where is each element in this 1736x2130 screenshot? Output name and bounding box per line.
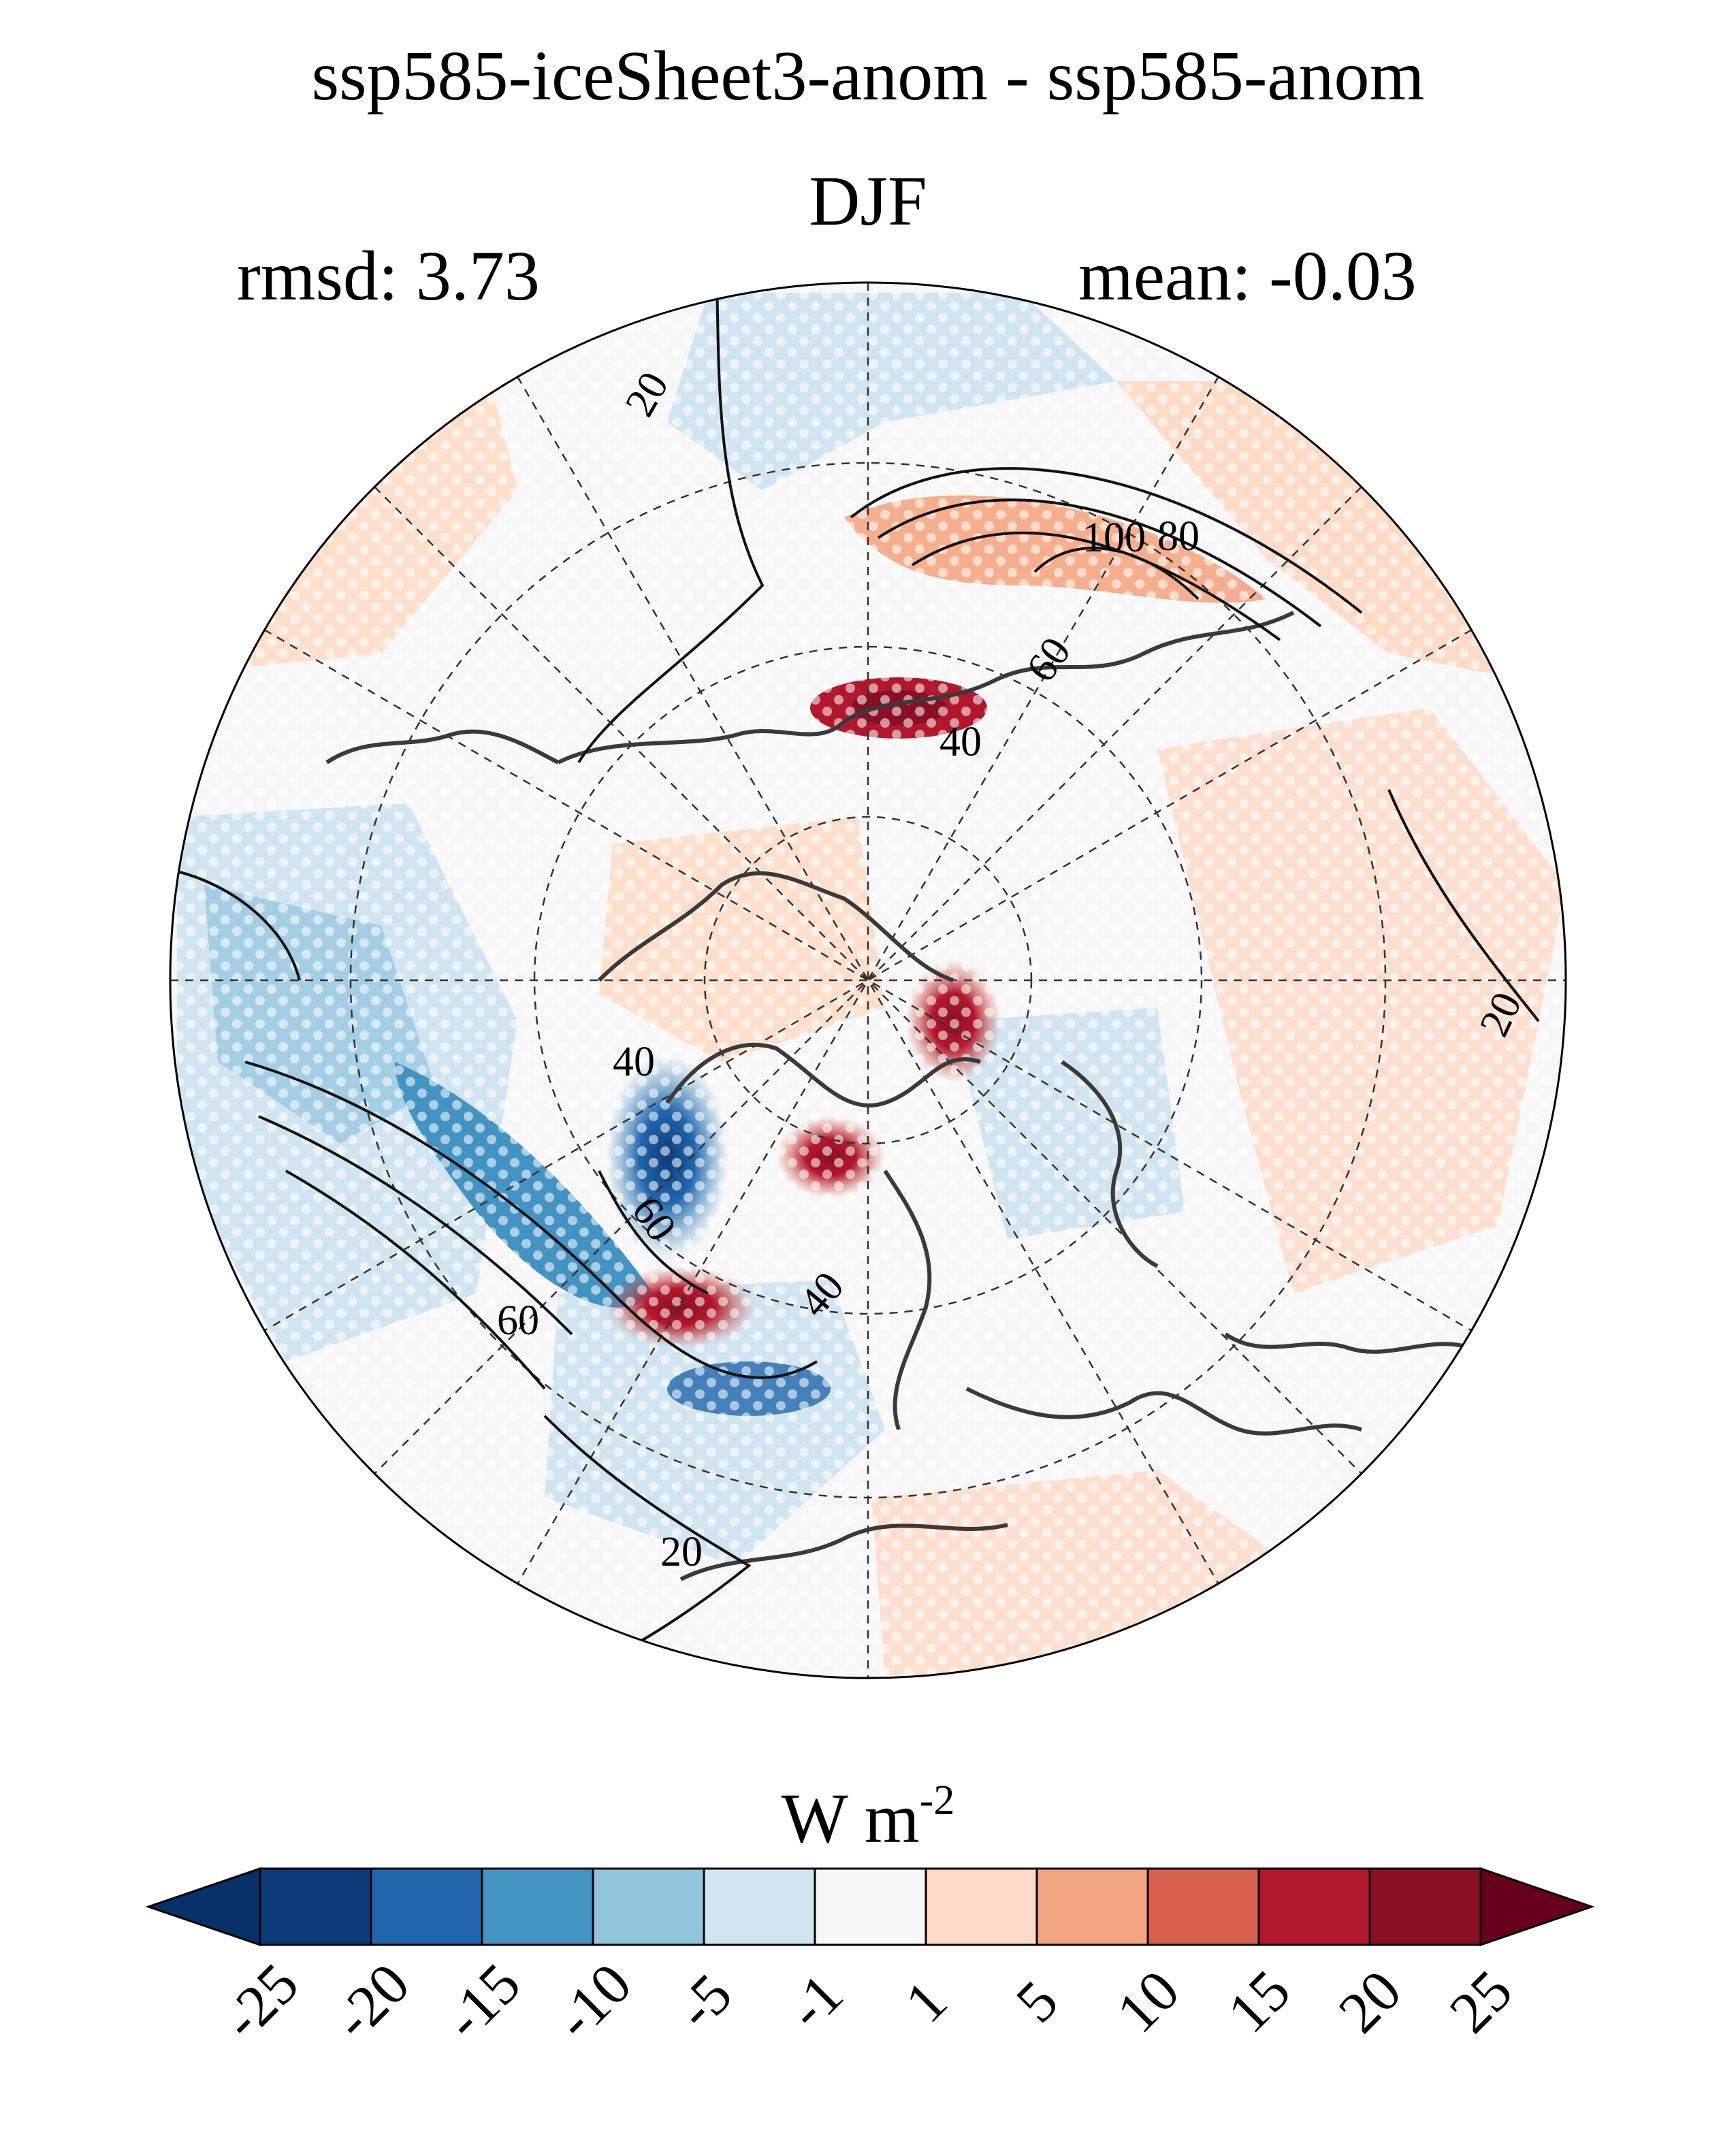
figure-title: ssp585-iceSheet3-anom - ssp585-anom (311, 37, 1425, 115)
units-exponent: -2 (919, 1777, 955, 1824)
colorbar-box (1257, 1867, 1371, 1946)
map-field (170, 283, 1566, 1678)
contour-label: 80 (1157, 513, 1200, 560)
colorbar-box (592, 1867, 705, 1946)
contour-label: 100 (1082, 515, 1146, 561)
colorbar-box (1035, 1867, 1149, 1946)
units-label: W m-2 (0, 1779, 1736, 1854)
colorbar-box (370, 1867, 483, 1946)
contour-label: 40 (613, 1039, 655, 1085)
colorbar-box (1146, 1867, 1260, 1946)
contour-label: 60 (497, 1297, 539, 1344)
contour-label: 40 (939, 719, 982, 765)
colorbar-box (481, 1867, 594, 1946)
rmsd-label: rmsd: 3.73 (237, 237, 540, 315)
colorbar-box (703, 1867, 816, 1946)
map-border (169, 281, 1567, 1679)
season-label: DJF (809, 162, 927, 240)
polar-map: 20 100 80 60 40 20 60 40 60 40 20 40 20 (169, 281, 1567, 1679)
colorbar-box (814, 1867, 927, 1946)
colorbar-box (1368, 1867, 1482, 1946)
colorbar-extend-min (145, 1867, 261, 1947)
contour-label: 20 (660, 1529, 703, 1575)
units-base: W m (781, 1779, 920, 1858)
colorbar-extend-max (1479, 1867, 1595, 1947)
colorbar-box (925, 1867, 1038, 1946)
colorbar-box (259, 1867, 372, 1946)
mean-label: mean: -0.03 (1078, 237, 1417, 315)
